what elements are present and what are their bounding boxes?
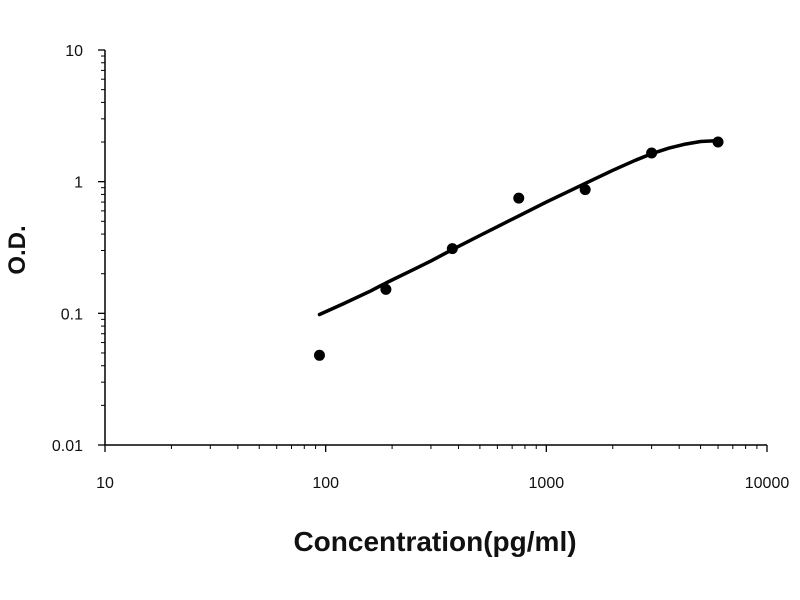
x-tick-label: 100 [312, 475, 339, 492]
data-points [313, 136, 724, 361]
y-tick-label: 1 [74, 175, 83, 192]
x-tick-label: 10 [96, 475, 114, 492]
y-axis-title: O.D. [4, 225, 31, 274]
y-tick-label: 0.1 [61, 306, 83, 323]
fitted-curve-line [317, 138, 720, 317]
tick-marks [98, 49, 768, 452]
data-point [513, 192, 525, 204]
y-tick-label: 0.01 [52, 438, 83, 455]
tick-labels: 10 100 1000 10000 0.01 0.1 1 10 [52, 43, 789, 492]
data-point [646, 147, 658, 159]
x-tick-label: 10000 [745, 475, 790, 492]
data-point [313, 349, 325, 361]
data-point [446, 243, 458, 255]
x-tick-label: 1000 [529, 475, 565, 492]
axes [104, 50, 767, 446]
y-tick-label: 10 [65, 43, 83, 60]
data-point [380, 283, 392, 295]
data-point [579, 184, 591, 196]
data-point [712, 136, 724, 148]
x-axis-title: Concentration(pg/ml) [293, 526, 576, 557]
